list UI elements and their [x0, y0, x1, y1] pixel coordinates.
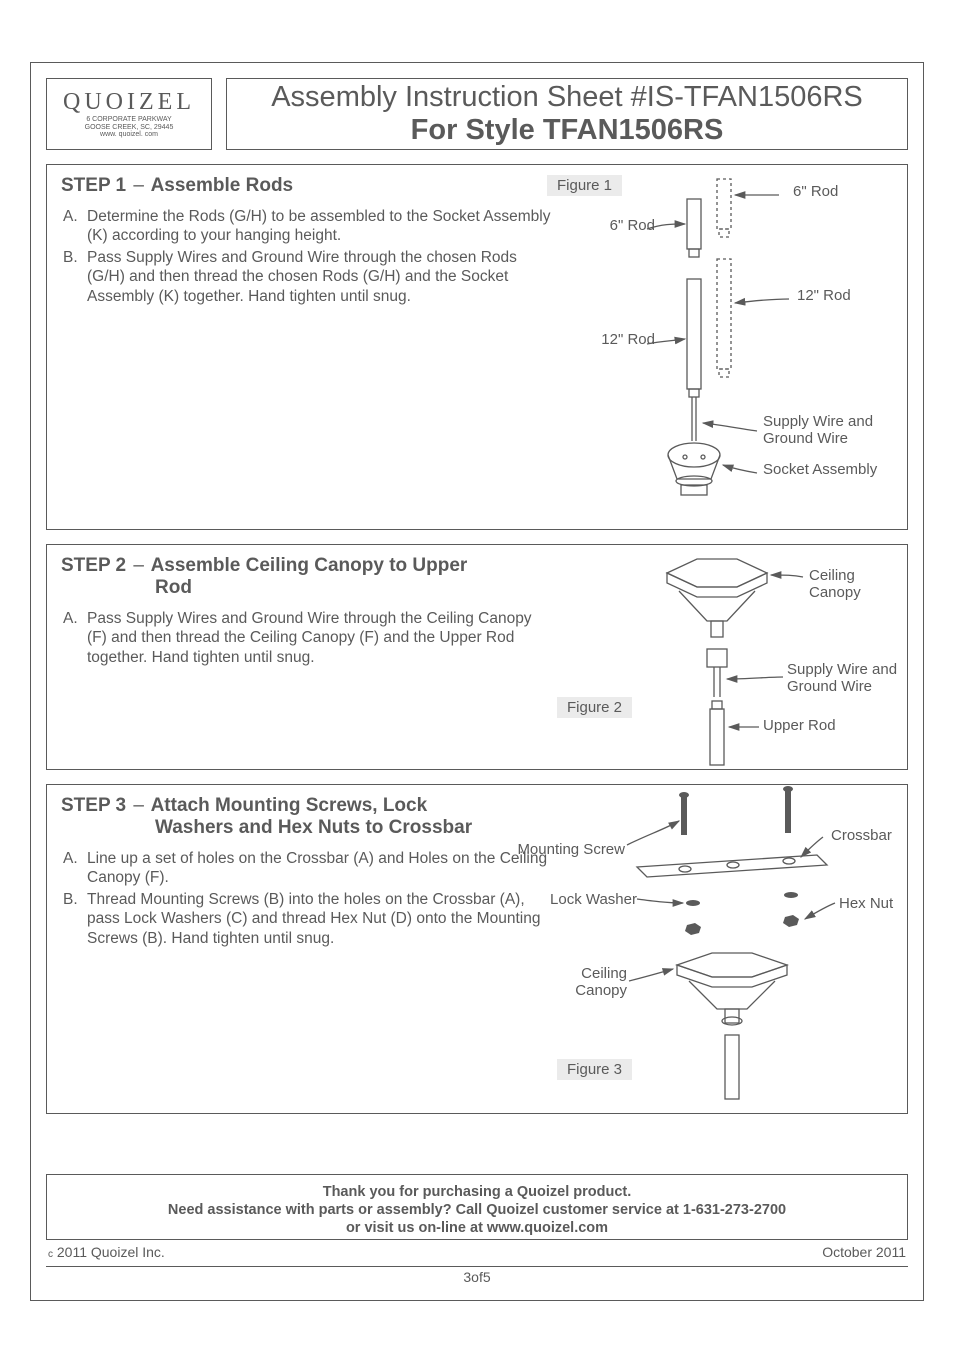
label-a: A. [63, 609, 87, 667]
footer-line1: Thank you for purchasing a Quoizel produ… [47, 1183, 907, 1201]
footer-box: Thank you for purchasing a Quoizel produ… [46, 1174, 908, 1240]
copyright-symbol: c [48, 1249, 53, 1260]
step1-a: Determine the Rods (G/H) to be assembled… [87, 207, 551, 246]
callout-6rod-left: 6" Rod [595, 217, 655, 234]
callout-socket: Socket Assembly [763, 461, 883, 478]
logo-addr2: GOOSE CREEK, SC, 29445 [85, 124, 174, 132]
title-line2: For Style TFAN1506RS [411, 114, 724, 147]
step1-b: Pass Supply Wires and Ground Wire throug… [87, 248, 551, 306]
callout-crossbar: Crossbar [831, 827, 892, 844]
callout-supply2: Supply Wire and Ground Wire [787, 661, 927, 696]
footer-date: October 2011 [822, 1244, 906, 1260]
step2-title: Assemble Ceiling Canopy to Upper [151, 555, 468, 576]
step2-prefix: STEP 2 [61, 555, 126, 576]
step3-b: Thread Mounting Screws (B) into the hole… [87, 890, 551, 948]
logo-box: QUOIZEL 6 CORPORATE PARKWAY GOOSE CREEK,… [46, 78, 212, 150]
footer-line2: Need assistance with parts or assembly? … [47, 1201, 907, 1219]
logo-addr1: 6 CORPORATE PARKWAY [86, 116, 171, 124]
step1-prefix: STEP 1 [61, 175, 126, 196]
header: QUOIZEL 6 CORPORATE PARKWAY GOOSE CREEK,… [46, 78, 908, 150]
copyright-text: 2011 Quoizel Inc. [57, 1244, 165, 1260]
callout-12rod-right: 12" Rod [797, 287, 851, 304]
dash: – [133, 555, 144, 576]
callout-6rod-right: 6" Rod [793, 183, 838, 200]
step2-box: STEP 2 – Assemble Ceiling Canopy to Uppe… [46, 544, 908, 770]
page-num-text: 3of5 [463, 1269, 490, 1285]
label-b: B. [63, 248, 87, 306]
callout-canopy2: Ceiling Canopy [809, 567, 899, 602]
callout-canopy3: Ceiling Canopy [559, 965, 627, 1000]
step1-box: STEP 1 – Assemble Rods A.Determine the R… [46, 164, 908, 530]
dash: – [133, 175, 144, 196]
callout-hexnut: Hex Nut [839, 895, 893, 912]
step3-box: STEP 3 – Attach Mounting Screws, Lock Wa… [46, 784, 908, 1114]
copyright: c 2011 Quoizel Inc. [48, 1244, 165, 1260]
footer-line3: or visit us on-line at www.quoizel.com [47, 1219, 907, 1237]
dash: – [133, 795, 144, 816]
step1-title: Assemble Rods [151, 175, 294, 196]
callout-12rod-left: 12" Rod [571, 331, 655, 348]
step2-a: Pass Supply Wires and Ground Wire throug… [87, 609, 551, 667]
step3-title: Attach Mounting Screws, Lock [151, 795, 428, 816]
step1-body: A.Determine the Rods (G/H) to be assembl… [47, 197, 567, 306]
title-line1: Assembly Instruction Sheet #IS-TFAN1506R… [271, 81, 863, 114]
label-b: B. [63, 890, 87, 948]
step2-body: A.Pass Supply Wires and Ground Wire thro… [47, 599, 567, 667]
callout-lockwasher: Lock Washer [537, 891, 637, 908]
callout-upper: Upper Rod [763, 717, 836, 734]
title-box: Assembly Instruction Sheet #IS-TFAN1506R… [226, 78, 908, 150]
callout-supply1: Supply Wire and Ground Wire [763, 413, 903, 448]
step3-prefix: STEP 3 [61, 795, 126, 816]
step3-a: Line up a set of holes on the Crossbar (… [87, 849, 551, 888]
label-a: A. [63, 207, 87, 246]
page-number: 3of5 [46, 1266, 908, 1285]
callout-mscrew: Mounting Screw [501, 841, 625, 858]
logo-addr3: www. quoizel. com [100, 131, 158, 139]
logo-brand: QUOIZEL [63, 89, 195, 116]
step3-body: A.Line up a set of holes on the Crossbar… [47, 839, 567, 948]
label-a: A. [63, 849, 87, 888]
